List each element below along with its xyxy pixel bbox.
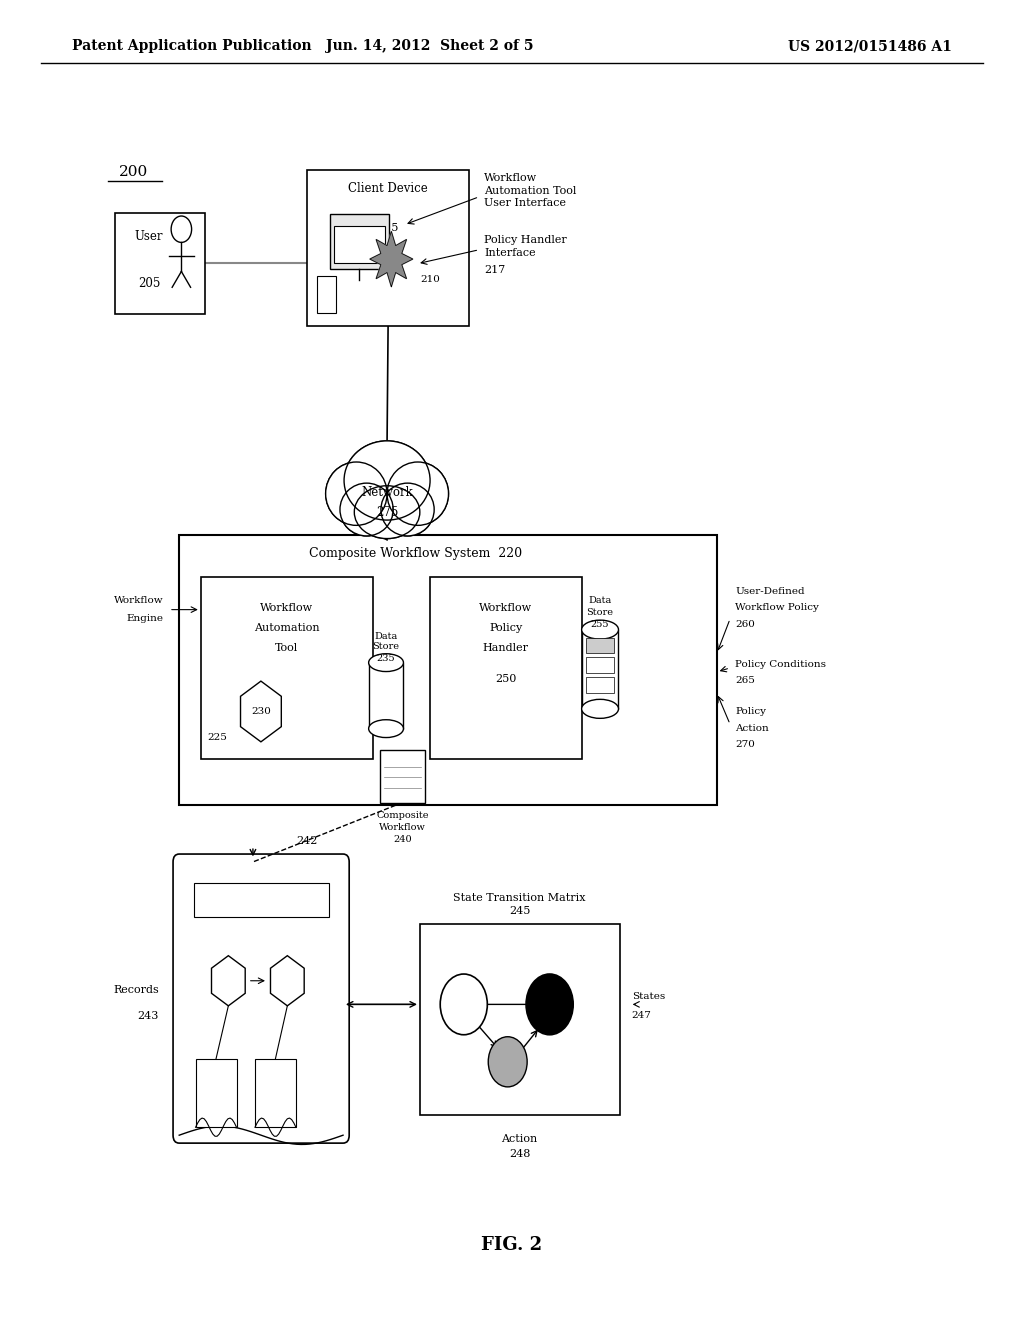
Circle shape <box>440 974 487 1035</box>
Ellipse shape <box>381 483 434 536</box>
Ellipse shape <box>344 441 430 520</box>
Text: Policy Conditions: Policy Conditions <box>735 660 826 669</box>
Ellipse shape <box>387 462 449 525</box>
Text: FIG. 2: FIG. 2 <box>481 1236 543 1254</box>
Text: Interface: Interface <box>484 248 536 257</box>
Text: Patent Application Publication: Patent Application Publication <box>72 40 311 53</box>
Text: Composite: Composite <box>376 812 429 820</box>
Bar <box>430 577 582 759</box>
Polygon shape <box>270 956 304 1006</box>
Text: 210: 210 <box>421 275 440 284</box>
Text: Jun. 14, 2012  Sheet 2 of 5: Jun. 14, 2012 Sheet 2 of 5 <box>327 40 534 53</box>
Bar <box>196 1059 237 1127</box>
Text: Composite Workflow System  220: Composite Workflow System 220 <box>309 546 522 560</box>
Polygon shape <box>370 231 413 286</box>
Bar <box>586 638 614 653</box>
Text: 243: 243 <box>137 1011 159 1022</box>
Bar <box>194 883 329 917</box>
Ellipse shape <box>354 486 420 539</box>
Text: Network: Network <box>361 486 413 499</box>
Ellipse shape <box>387 462 449 525</box>
Text: 215: 215 <box>378 223 398 232</box>
Text: Action: Action <box>735 723 769 733</box>
Text: Workflow Policy: Workflow Policy <box>735 603 819 612</box>
Ellipse shape <box>582 620 618 639</box>
Text: 242: 242 <box>296 836 317 846</box>
Text: Tool: Tool <box>275 643 298 653</box>
Text: Records: Records <box>113 985 159 995</box>
Text: Client Device: Client Device <box>348 182 428 195</box>
Text: 235: 235 <box>377 655 395 663</box>
Bar <box>307 170 469 326</box>
Text: 265: 265 <box>735 676 755 685</box>
Text: 248: 248 <box>509 1148 530 1159</box>
Ellipse shape <box>344 441 430 520</box>
Bar <box>317 276 336 313</box>
Text: 255: 255 <box>591 620 609 628</box>
Text: 275: 275 <box>376 506 398 519</box>
Ellipse shape <box>381 483 434 536</box>
Text: States: States <box>632 993 665 1002</box>
Text: Workflow: Workflow <box>115 597 164 605</box>
Text: Handler: Handler <box>483 643 528 653</box>
Text: US 2012/0151486 A1: US 2012/0151486 A1 <box>788 40 952 53</box>
Text: 217: 217 <box>484 265 506 275</box>
Ellipse shape <box>326 462 387 525</box>
Bar <box>582 630 618 709</box>
Polygon shape <box>212 956 245 1006</box>
Text: Data: Data <box>375 632 397 640</box>
Bar <box>255 1059 296 1127</box>
Text: Workflow: Workflow <box>479 603 532 612</box>
Text: Engine: Engine <box>127 614 164 623</box>
Ellipse shape <box>326 462 387 525</box>
Text: Workflow: Workflow <box>484 173 538 183</box>
Text: 270: 270 <box>735 741 755 748</box>
Text: Policy Handler: Policy Handler <box>484 235 567 246</box>
Text: 205: 205 <box>138 277 160 290</box>
Text: 247: 247 <box>632 1011 651 1020</box>
Text: User: User <box>135 231 163 243</box>
Text: User-Defined: User-Defined <box>735 587 805 595</box>
Text: Workflow: Workflow <box>260 603 313 612</box>
Text: 240: 240 <box>393 836 412 843</box>
Bar <box>330 214 389 269</box>
Text: Automation Tool: Automation Tool <box>484 186 577 195</box>
Text: Store: Store <box>373 643 399 651</box>
Bar <box>179 535 717 805</box>
Bar <box>334 226 385 263</box>
Bar <box>380 750 425 803</box>
Bar <box>115 213 205 314</box>
Ellipse shape <box>369 719 403 738</box>
Ellipse shape <box>340 483 393 536</box>
Bar <box>201 577 373 759</box>
Circle shape <box>526 974 573 1035</box>
Text: Policy: Policy <box>489 623 522 632</box>
Ellipse shape <box>354 486 420 539</box>
Text: 260: 260 <box>735 619 755 628</box>
Text: 245: 245 <box>509 906 530 916</box>
Ellipse shape <box>340 483 393 536</box>
Ellipse shape <box>582 700 618 718</box>
Text: Data: Data <box>589 597 611 605</box>
Bar <box>420 924 620 1115</box>
Polygon shape <box>241 681 282 742</box>
FancyBboxPatch shape <box>173 854 349 1143</box>
Bar <box>586 657 614 673</box>
Bar <box>369 663 403 729</box>
Bar <box>586 677 614 693</box>
Ellipse shape <box>369 653 403 672</box>
Text: Policy: Policy <box>735 708 766 717</box>
Text: 200: 200 <box>119 165 147 178</box>
Text: Action: Action <box>502 1134 538 1144</box>
Text: 250: 250 <box>496 673 516 684</box>
Text: Automation: Automation <box>254 623 319 632</box>
Text: 225: 225 <box>207 734 226 742</box>
Text: Store: Store <box>587 609 613 616</box>
Text: 230: 230 <box>251 708 271 715</box>
Text: Workflow: Workflow <box>379 824 426 832</box>
Circle shape <box>488 1036 527 1086</box>
Text: State Transition Matrix: State Transition Matrix <box>454 892 586 903</box>
Text: User Interface: User Interface <box>484 198 566 209</box>
